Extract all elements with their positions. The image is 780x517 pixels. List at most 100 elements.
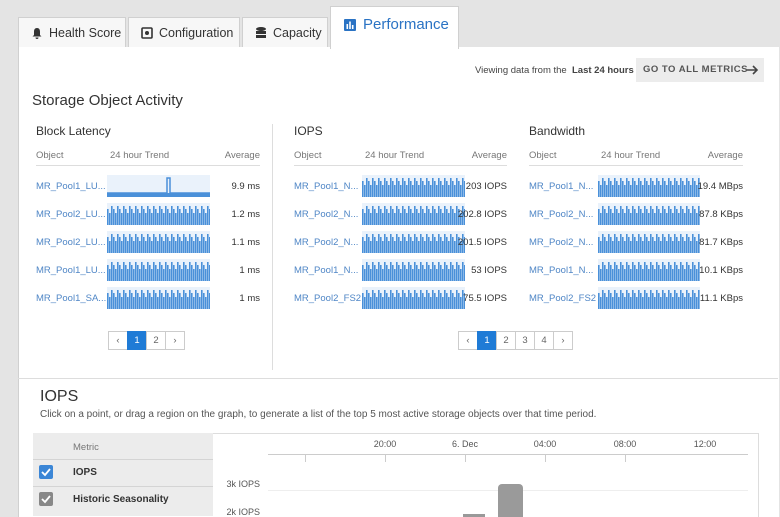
button-label: GO TO ALL METRICS (643, 64, 748, 75)
series-shape (498, 484, 523, 517)
column-header: Average (224, 150, 260, 161)
column-header: Average (471, 150, 507, 161)
column-header: 24 hour Trend (601, 150, 661, 161)
column-header: Object (36, 150, 64, 161)
sparkline (107, 231, 210, 253)
object-link[interactable]: MR_Pool1_N... (529, 265, 594, 276)
column-header: Average (707, 150, 743, 161)
sparkline (598, 259, 700, 281)
sparkline (362, 175, 465, 197)
average: 10.1 KBps (699, 265, 743, 276)
bell-icon (32, 28, 42, 39)
average: 81.7 KBps (699, 237, 743, 248)
average: 1 ms (239, 265, 260, 276)
sparkline (107, 175, 210, 197)
x-axis-tick (385, 455, 386, 462)
chart-icon (344, 19, 356, 31)
row-line (33, 486, 213, 487)
object-link[interactable]: MR_Pool2_N... (529, 209, 594, 220)
object-link[interactable]: MR_Pool2_FS2 (529, 293, 597, 304)
x-axis-tick (625, 455, 626, 462)
chart-area (213, 433, 759, 517)
object-link[interactable]: MR_Pool2_FS2 (294, 293, 362, 304)
metrics-button[interactable]: GO TO ALL METRICS (636, 58, 764, 82)
average: 53 IOPS (471, 265, 507, 276)
page-button[interactable]: 2 (146, 331, 166, 350)
db-icon (256, 27, 266, 38)
checkbox[interactable] (39, 465, 53, 479)
object-link[interactable]: MR_Pool2_LU... (36, 237, 106, 248)
tab[interactable]: Configuration (128, 17, 240, 47)
x-axis-tick (465, 455, 466, 462)
sparkline (362, 287, 465, 309)
config-icon (141, 27, 153, 39)
metric-header: Metric (73, 442, 99, 453)
page-button[interactable]: ‹ (108, 331, 128, 350)
viewing-prefix: Viewing data from the (475, 65, 567, 76)
metric-list (33, 433, 213, 516)
sparkline (107, 259, 210, 281)
section-title: Storage Object Activity (32, 92, 183, 109)
x-axis-tick (545, 455, 546, 462)
row-line (33, 459, 213, 460)
tab-active[interactable]: Performance (330, 6, 459, 49)
header-line (36, 165, 260, 166)
object-link[interactable]: MR_Pool1_N... (294, 265, 359, 276)
average: 11.1 KBps (699, 293, 743, 304)
column-header: Object (529, 150, 557, 161)
page-button[interactable]: 3 (515, 331, 535, 350)
viewing-text: Viewing data from the Last 24 hours (475, 65, 634, 76)
page-button[interactable]: ‹ (458, 331, 478, 350)
average: 9.9 ms (231, 181, 260, 192)
checkbox[interactable] (39, 492, 53, 506)
sparkline (362, 203, 465, 225)
x-axis-label: 6. Dec (451, 439, 478, 449)
tab[interactable]: Capacity (242, 17, 328, 47)
page-button[interactable]: 1 (127, 331, 147, 350)
average: 19.4 MBps (697, 181, 743, 192)
page-button[interactable]: 4 (534, 331, 554, 350)
object-link[interactable]: MR_Pool2_N... (294, 209, 359, 220)
iops-title: IOPS (40, 388, 79, 405)
divider (272, 124, 273, 370)
page-button[interactable]: › (165, 331, 185, 350)
x-axis-label: 20:00 (373, 439, 397, 449)
y-axis-label: 3k IOPS (226, 479, 260, 489)
page-button[interactable]: › (553, 331, 573, 350)
object-link[interactable]: MR_Pool1_LU... (36, 181, 106, 192)
average: 75.5 IOPS (463, 293, 507, 304)
object-link[interactable]: MR_Pool2_LU... (36, 209, 106, 220)
header-line (529, 165, 743, 166)
page-button[interactable]: 2 (496, 331, 516, 350)
average: 203 IOPS (465, 181, 507, 192)
average: 1.2 ms (231, 209, 260, 220)
object-link[interactable]: MR_Pool1_N... (529, 181, 594, 192)
object-link[interactable]: MR_Pool1_N... (294, 181, 359, 192)
average: 87.8 KBps (699, 209, 743, 220)
sparkline (598, 203, 700, 225)
viewing-range: Last 24 hours (572, 65, 634, 76)
average: 1.1 ms (231, 237, 260, 248)
arrow-icon (747, 65, 759, 75)
object-link[interactable]: MR_Pool1_LU... (36, 265, 106, 276)
tab-label: Configuration (159, 26, 234, 40)
sparkline (362, 231, 465, 253)
y-axis-label: 2k IOPS (226, 507, 260, 517)
sparkline (598, 231, 700, 253)
object-link[interactable]: MR_Pool1_SA... (36, 293, 107, 304)
object-link[interactable]: MR_Pool2_N... (529, 237, 594, 248)
object-link[interactable]: MR_Pool2_N... (294, 237, 359, 248)
x-axis-tick (305, 455, 306, 462)
page-button[interactable]: 1 (477, 331, 497, 350)
tab[interactable]: Health Score (18, 17, 126, 47)
sparkline (362, 259, 465, 281)
iops-description: Click on a point, or drag a region on th… (40, 409, 597, 420)
sparkline (107, 203, 210, 225)
average: 1 ms (239, 293, 260, 304)
nav-axis (268, 454, 748, 463)
x-axis-label: 04:00 (533, 439, 557, 449)
x-axis-label: 08:00 (613, 439, 637, 449)
panel-title: IOPS (294, 124, 323, 138)
column-header: 24 hour Trend (365, 150, 425, 161)
